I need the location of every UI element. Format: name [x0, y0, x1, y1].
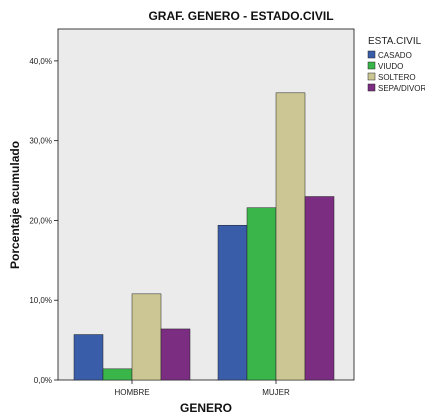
legend-title: ESTA.CIVIL — [368, 36, 422, 47]
legend-swatch — [367, 61, 376, 70]
bar-soltero-hombre — [131, 293, 162, 381]
x-axis-label: GENERO — [180, 401, 232, 415]
chart-title: GRAF. GENERO - ESTADO.CIVIL — [148, 9, 333, 23]
legend-label: SOLTERO — [378, 73, 416, 82]
bar-viudo-mujer — [246, 207, 277, 381]
legend-label: VIUDO — [378, 62, 403, 71]
x-category-label: HOMBRE — [114, 388, 149, 397]
bar-casado-mujer — [217, 224, 248, 381]
bar-soltero-mujer — [275, 92, 306, 381]
bar-sepa-divor-hombre — [160, 328, 191, 381]
bars — [73, 92, 335, 381]
y-tick-label: 10,0% — [29, 296, 52, 305]
legend-swatch — [367, 72, 376, 81]
y-tick-label: 20,0% — [29, 216, 52, 225]
legend-swatch — [367, 83, 376, 92]
bar-viudo-hombre — [102, 368, 133, 381]
x-category-label: MUJER — [262, 388, 290, 397]
y-tick-label: 40,0% — [29, 57, 52, 66]
y-tick-label: 30,0% — [29, 137, 52, 146]
legend-label: CASADO — [378, 51, 412, 60]
legend-label: SEPA/DIVOR — [378, 84, 425, 93]
y-tick-label: 0,0% — [34, 376, 52, 385]
bar-sepa-divor-mujer — [304, 196, 335, 381]
x-axis: HOMBRE MUJER — [114, 380, 290, 397]
y-axis: 0,0% 10,0% 20,0% 30,0% 40,0% — [29, 57, 58, 385]
bar-casado-hombre — [73, 334, 104, 381]
legend-swatch — [367, 50, 376, 59]
y-axis-label: Porcentaje acumulado — [8, 141, 22, 269]
legend: ESTA.CIVIL CASADO VIUDO SOLTERO SEPA/DIVOR — [367, 36, 425, 93]
